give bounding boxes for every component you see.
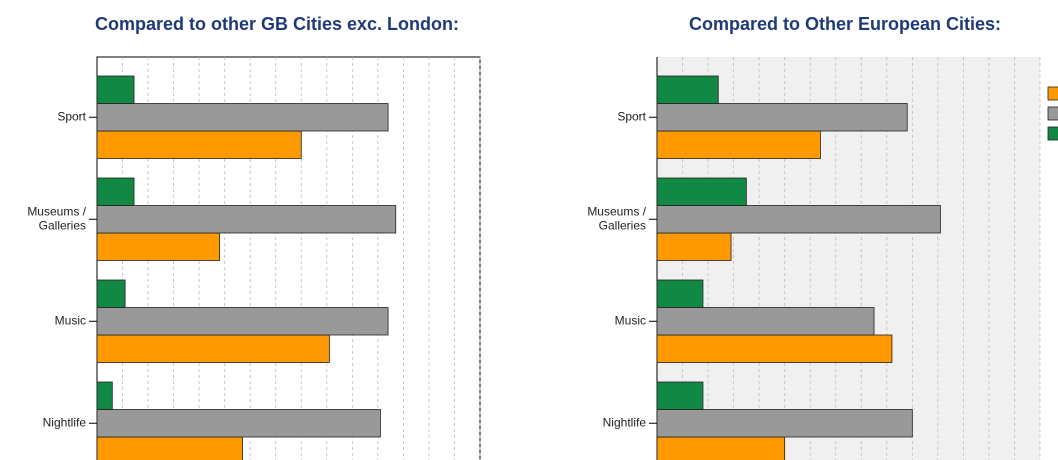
category-label: Nightlife: [603, 415, 647, 429]
bar: [96, 205, 397, 234]
bar: [96, 334, 330, 363]
category-label: Museums /: [587, 204, 646, 218]
bar: [656, 75, 719, 104]
bar: [96, 436, 243, 460]
bar: [96, 409, 381, 438]
bar: [96, 103, 389, 132]
category-label: Sport: [57, 109, 86, 123]
bar: [96, 75, 135, 104]
category-label: Museums /: [27, 204, 86, 218]
legend-swatch: [1047, 86, 1058, 101]
category-label: Galleries: [39, 218, 86, 232]
bar: [656, 334, 893, 363]
bar: [656, 103, 908, 132]
category-label: Galleries: [599, 218, 646, 232]
legend-swatch: [1047, 126, 1058, 141]
legend-swatch: [1047, 106, 1058, 121]
chart-title: Compared to other GB Cities exc. London:: [95, 14, 459, 34]
bar: [96, 130, 302, 159]
bar: [656, 177, 747, 206]
bar: [96, 307, 389, 336]
category-label: Sport: [617, 109, 646, 123]
bar: [96, 177, 135, 206]
bar: [96, 381, 113, 410]
bar: [656, 381, 704, 410]
bar: [656, 409, 913, 438]
category-label: Music: [55, 313, 86, 327]
category-label: Nightlife: [43, 415, 87, 429]
bar: [96, 232, 220, 261]
bar: [656, 232, 732, 261]
bar: [656, 279, 704, 308]
bar: [656, 436, 786, 460]
bar: [656, 130, 821, 159]
bar: [656, 307, 875, 336]
bar: [96, 279, 126, 308]
chart-title: Compared to Other European Cities:: [689, 14, 1001, 34]
category-label: Music: [615, 313, 646, 327]
bar: [656, 205, 941, 234]
